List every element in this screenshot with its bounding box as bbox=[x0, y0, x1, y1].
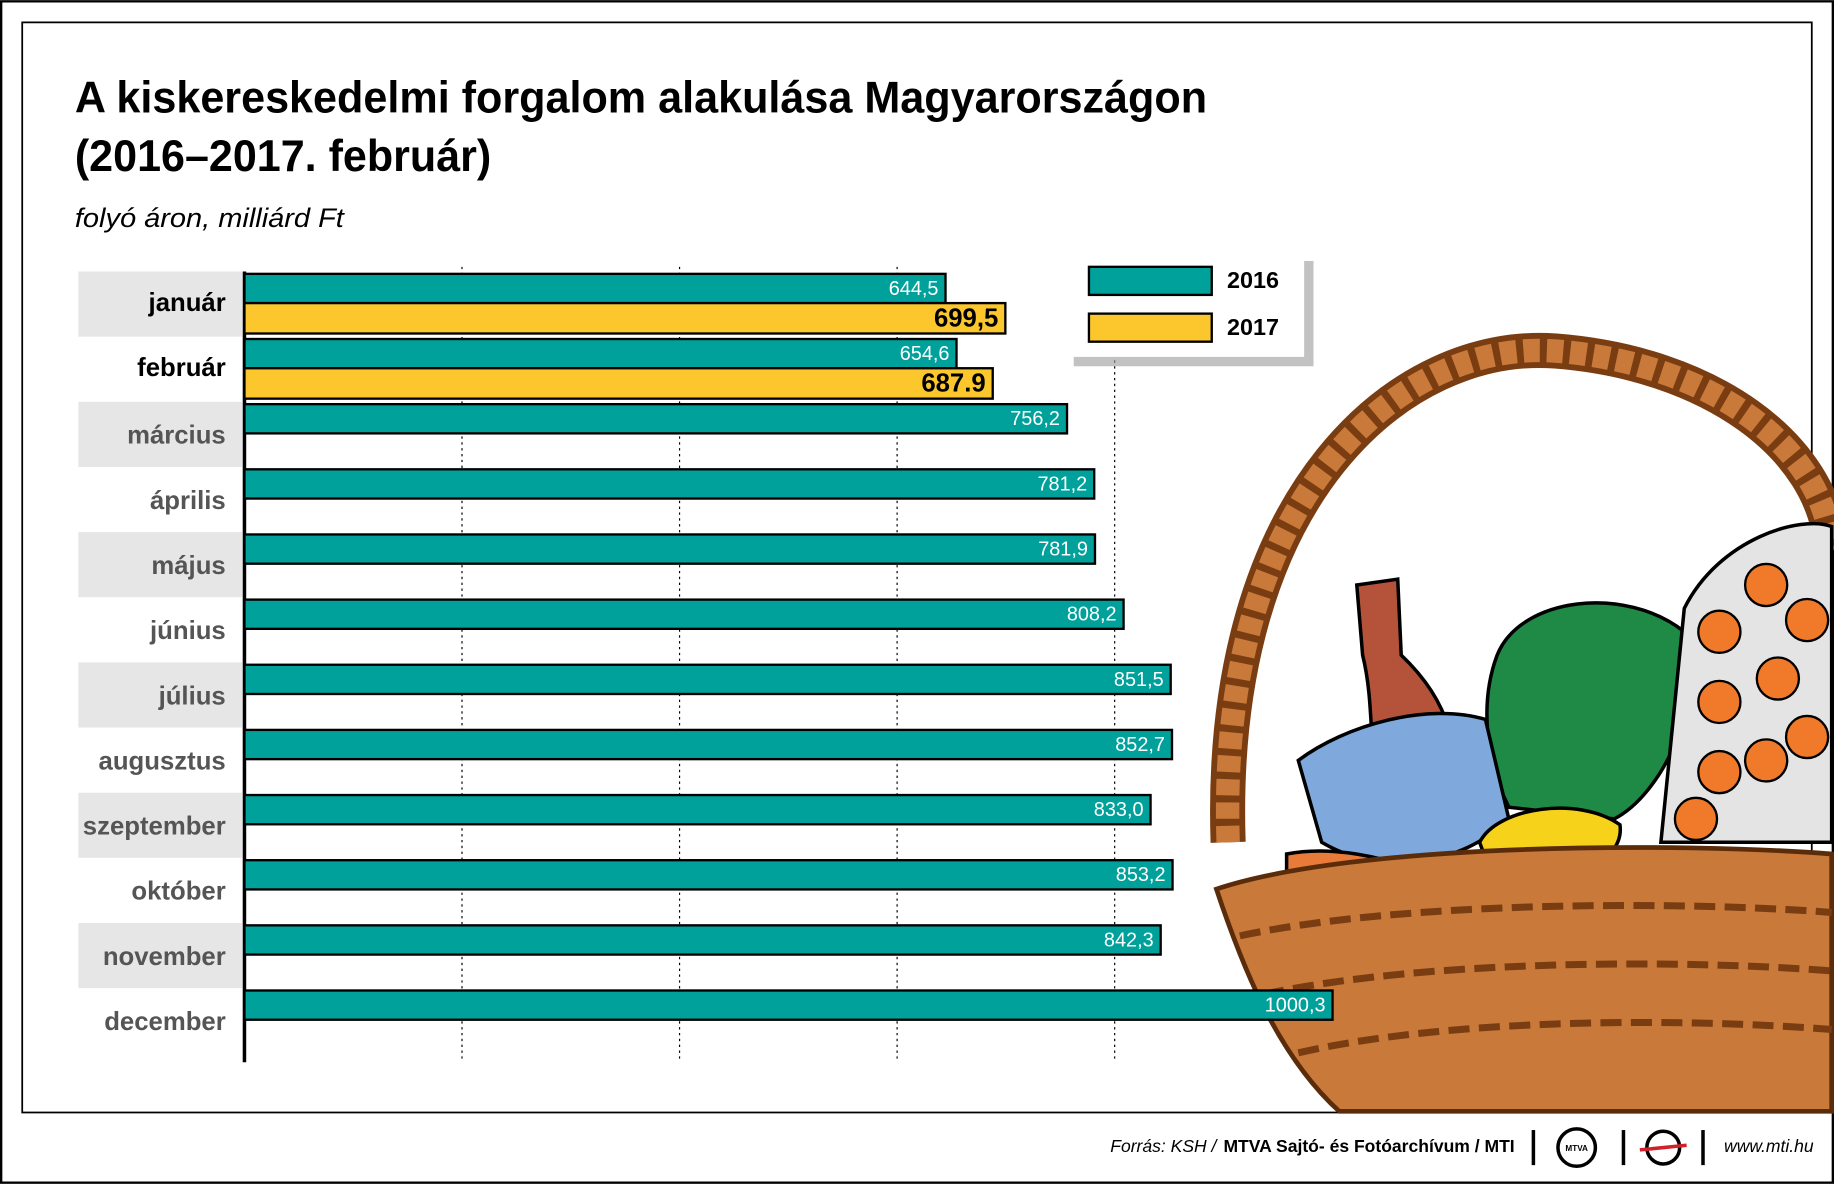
logo bbox=[1556, 1127, 1598, 1169]
y-tick-label: január bbox=[148, 289, 226, 317]
bar bbox=[243, 989, 1334, 1021]
y-tick-label: június bbox=[149, 617, 226, 645]
value-label: 808,2 bbox=[1067, 604, 1117, 626]
y-tick-label: május bbox=[151, 552, 225, 580]
legend-label: 2017 bbox=[1227, 314, 1279, 340]
bar bbox=[243, 337, 958, 370]
footer: Forrás: KSH / MTVA Sajtó- és Fotóarchívu… bbox=[1110, 1127, 1814, 1169]
legend-swatch bbox=[1087, 265, 1213, 297]
value-label: 842,3 bbox=[1104, 929, 1154, 951]
legend-label: 2016 bbox=[1227, 267, 1279, 293]
y-tick-label: augusztus bbox=[99, 747, 226, 775]
value-label: 781,2 bbox=[1037, 473, 1087, 495]
value-label: 781,9 bbox=[1038, 538, 1088, 560]
row-band bbox=[78, 792, 243, 858]
value-label: 654,6 bbox=[900, 343, 950, 365]
basket-weave bbox=[1239, 901, 1832, 1057]
bar bbox=[243, 402, 1069, 435]
value-label: 851,5 bbox=[1114, 669, 1164, 691]
y-tick-label: szeptember bbox=[83, 813, 226, 841]
row-band bbox=[78, 271, 243, 337]
value-label: 687.9 bbox=[921, 369, 985, 397]
bar bbox=[243, 301, 1007, 335]
oranges bbox=[1673, 562, 1830, 842]
value-label: 852,7 bbox=[1115, 734, 1165, 756]
bar bbox=[243, 728, 1174, 761]
legend-swatch bbox=[1087, 312, 1213, 343]
logo-text: MTVA bbox=[1565, 1144, 1588, 1153]
y-tick-label: március bbox=[127, 422, 226, 450]
row-band bbox=[78, 532, 243, 598]
value-label: 1000,3 bbox=[1265, 995, 1326, 1017]
row-band bbox=[78, 662, 243, 728]
basket-body bbox=[1213, 845, 1834, 1114]
bar bbox=[243, 367, 994, 400]
row-band bbox=[78, 923, 243, 989]
bar bbox=[243, 533, 1097, 565]
bar bbox=[243, 663, 1172, 696]
chart-title: (2016–2017. február) bbox=[75, 132, 491, 181]
y-tick-label: október bbox=[131, 878, 225, 906]
subtitle: folyó áron, milliárd Ft bbox=[75, 203, 346, 233]
value-label: 756,2 bbox=[1010, 408, 1060, 430]
value-label: 853,2 bbox=[1116, 864, 1166, 886]
value-label: 833,0 bbox=[1094, 799, 1144, 821]
source: Forrás: KSH / bbox=[1110, 1136, 1218, 1156]
value-label: 699,5 bbox=[934, 304, 998, 332]
bar bbox=[243, 924, 1162, 956]
y-tick-label: december bbox=[104, 1008, 226, 1036]
row-band bbox=[78, 401, 243, 467]
chart-title: A kiskereskedelmi forgalom alakulása Mag… bbox=[75, 73, 1207, 122]
basket-illustration bbox=[1210, 332, 1834, 1114]
bar bbox=[243, 793, 1152, 826]
bar bbox=[243, 468, 1096, 500]
legend: 2016 2017 bbox=[1064, 251, 1314, 367]
y-tick-label: április bbox=[150, 487, 226, 515]
basket-handle-weave bbox=[1215, 338, 1834, 843]
bar bbox=[243, 598, 1125, 631]
bar bbox=[243, 859, 1174, 891]
y-tick-label: február bbox=[137, 354, 226, 382]
y-tick-label: november bbox=[103, 943, 226, 971]
url: www.mti.hu bbox=[1724, 1136, 1814, 1156]
logo-mti-line bbox=[1639, 1143, 1687, 1152]
bar bbox=[243, 272, 947, 305]
y-tick-label: július bbox=[158, 682, 226, 710]
value-label: 644,5 bbox=[889, 278, 939, 300]
credit: MTVA Sajtó- és Fotóarchívum / MTI bbox=[1223, 1136, 1514, 1156]
